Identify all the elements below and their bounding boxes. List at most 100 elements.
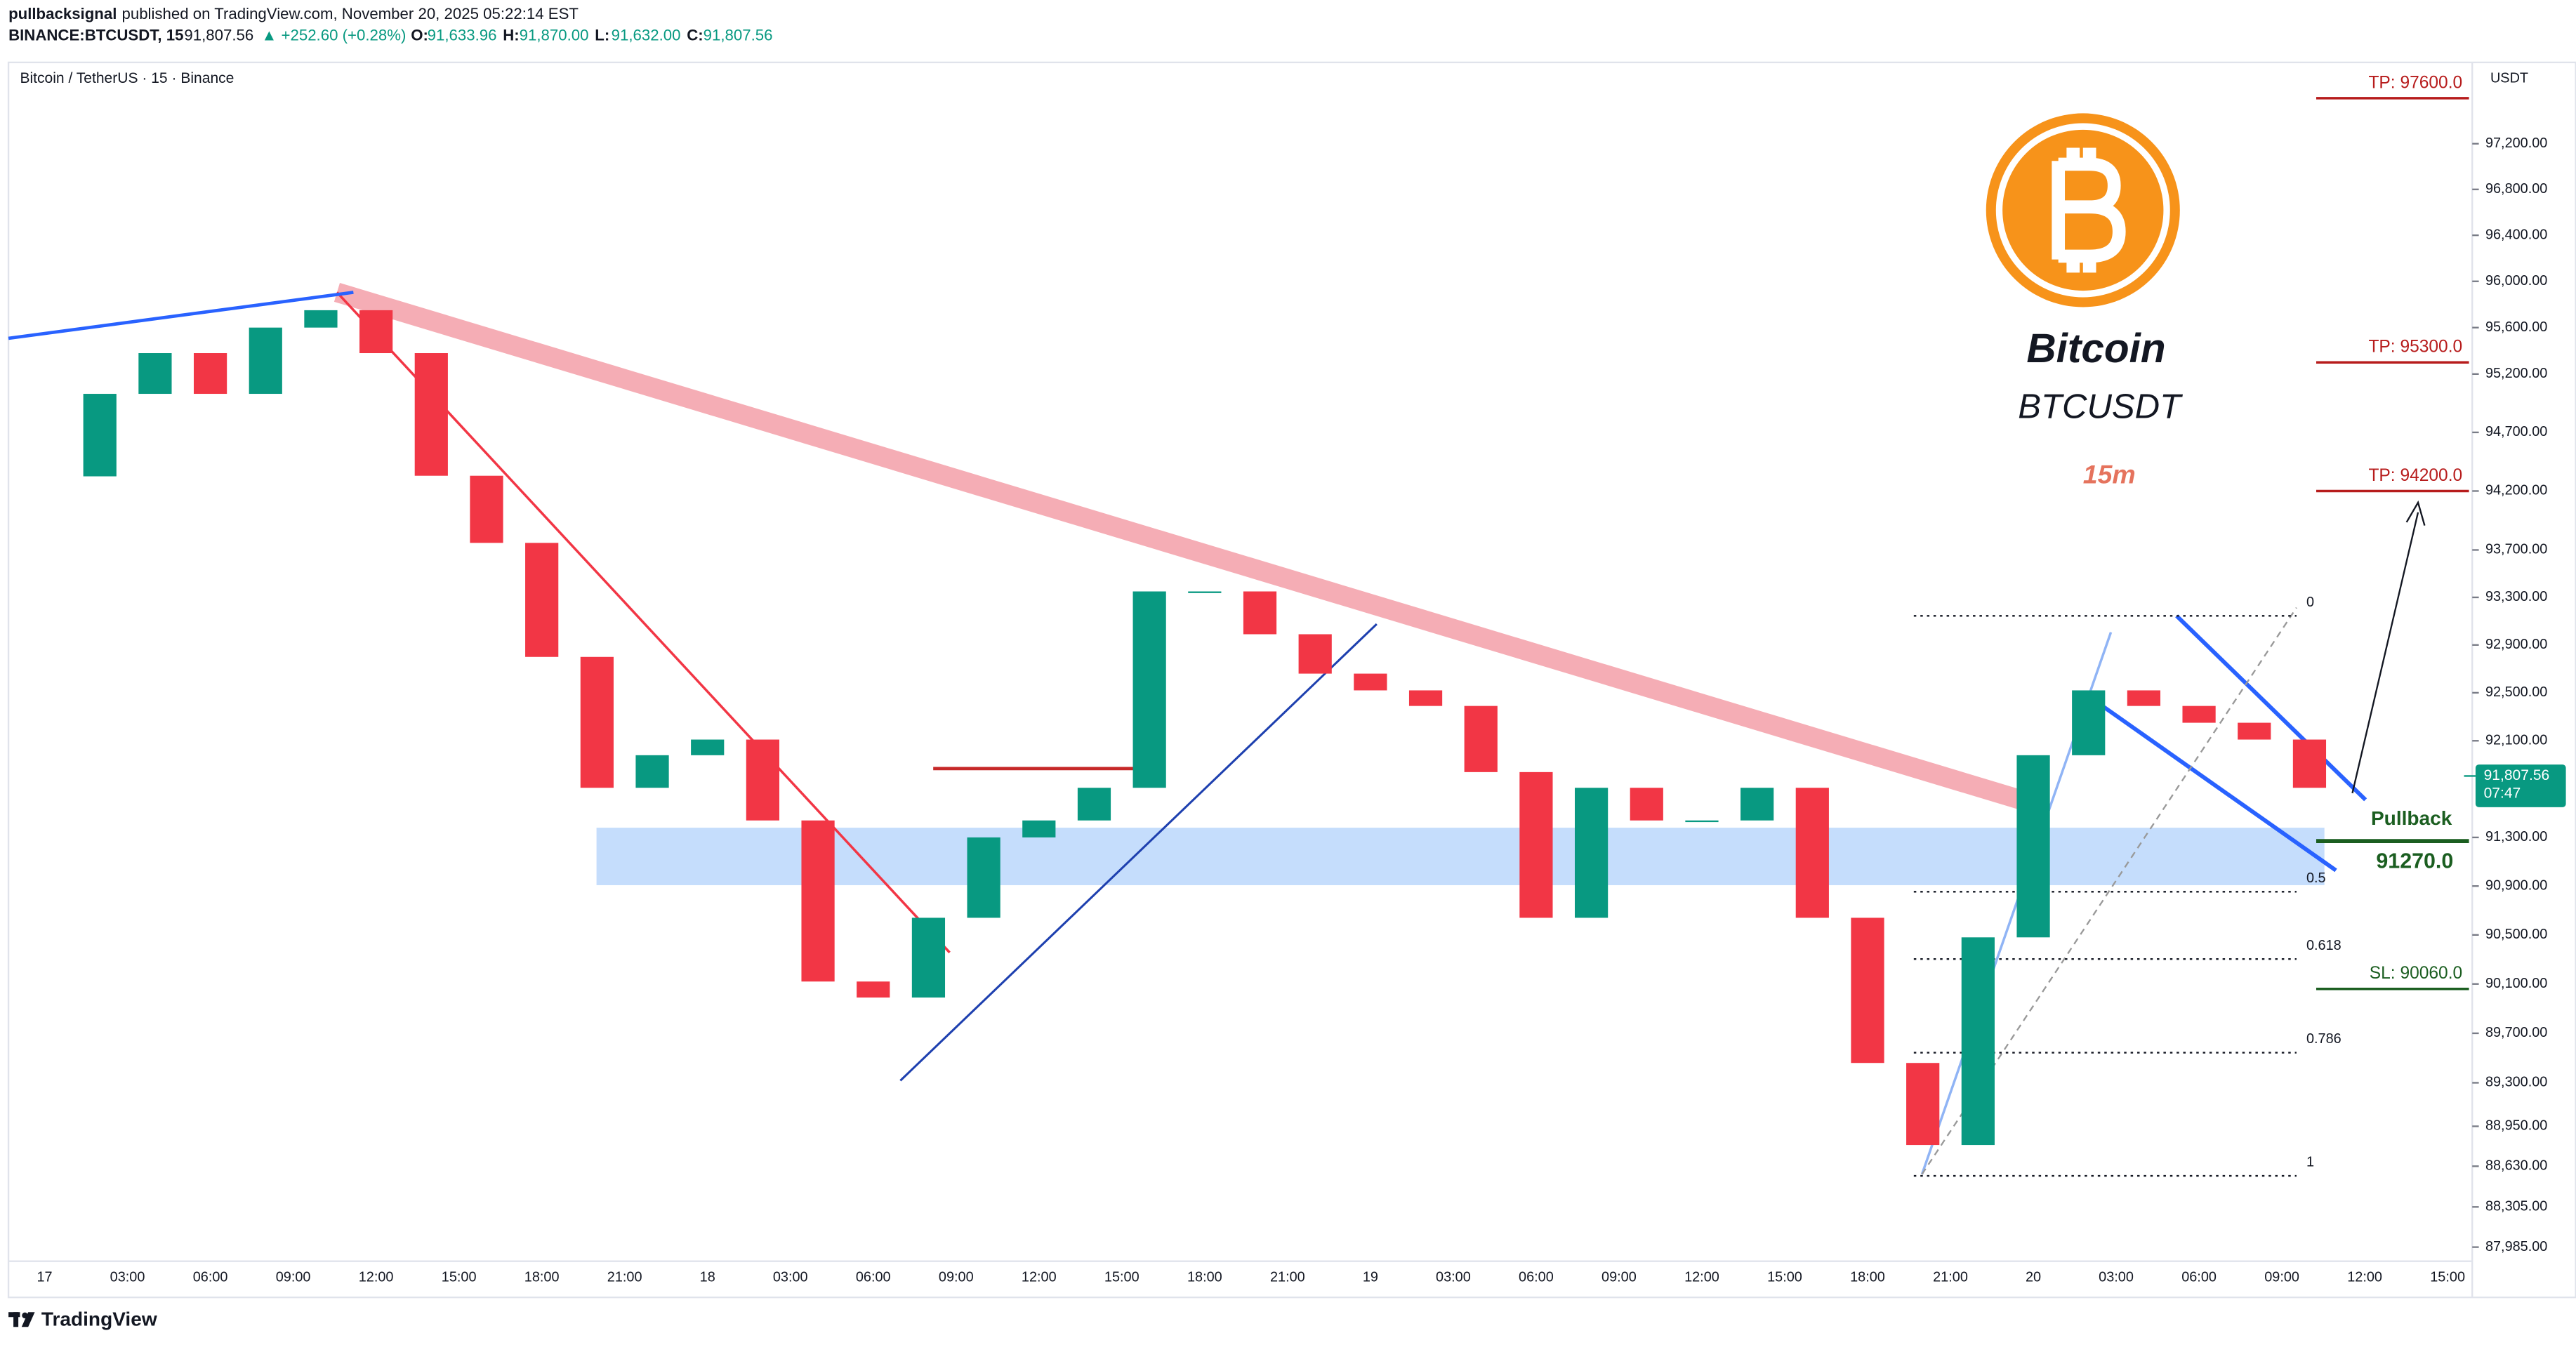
x-tick-label: 12:00 [359,1269,394,1285]
fib-levels: 0 0.5 0.618 0.786 1 [1913,595,2341,1177]
ohlc-value: 91,633.96 [428,26,497,44]
ohlc-value: 91,632.00 [612,26,681,44]
candle [1298,634,1332,674]
x-tick-label: 18 [700,1269,715,1285]
last: 91,807.56 [184,26,253,44]
x-tick-label: 06:00 [856,1269,891,1285]
candle [691,739,725,755]
candle [2127,690,2161,706]
x-tick-label: 09:00 [1601,1269,1637,1285]
y-tick-label: 90,100.00 [2485,976,2547,991]
y-tick-label: 96,000.00 [2485,273,2547,289]
fib-diagonal [1921,607,2297,1175]
published: published on TradingView.com, November 2… [121,5,579,22]
pullback-name: Pullback [2371,807,2452,829]
y-tick-label: 88,305.00 [2485,1199,2547,1214]
y-tick-label: 93,700.00 [2485,542,2547,557]
ohlc-value: 91,807.56 [704,26,773,44]
x-tick-label: 06:00 [2181,1269,2217,1285]
candles [83,310,2327,1146]
x-tick-label: 03:00 [773,1269,808,1285]
author: pullbacksignal [8,5,117,22]
last-price-tag [2475,764,2566,807]
candle [1574,788,1609,918]
currency: USDT [2490,71,2528,86]
x-tick-label: 12:00 [1022,1269,1057,1285]
level-label: TP: 97600.0 [2368,73,2462,92]
price-axis: 97,200.00 96,800.00 96,400.00 96,000.00 95,6… [2472,135,2547,1254]
time-axis: 17 03:00 06:00 09:00 12:00 15:00 18:00 21:00 18 0… [37,1269,2465,1285]
x-tick-label: 21:00 [1270,1269,1305,1285]
candle [580,656,614,788]
support-zone [596,828,2325,885]
last-price: 91,807.56 [2484,767,2550,783]
ohlc-key: L: [595,26,609,44]
y-tick-label: 92,500.00 [2485,684,2547,700]
y-tick-label: 94,200.00 [2485,483,2547,498]
candle [2016,755,2050,938]
x-tick-label: 03:00 [1436,1269,1471,1285]
candle [138,353,172,395]
x-tick-label: 18:00 [1187,1269,1222,1285]
candle [857,981,890,998]
x-tick-label: 21:00 [607,1269,642,1285]
brand: TradingView [41,1308,157,1330]
x-tick-label: 12:00 [2347,1269,2382,1285]
candle [746,739,779,821]
chart-title: Bitcoin / TetherUS · 15 · Binance [20,70,234,86]
arrow [2351,512,2419,794]
y-tick-label: 96,400.00 [2485,227,2547,242]
fib-label: 0.618 [2306,938,2341,953]
footer-logo [8,1312,35,1327]
candle [1408,690,1443,706]
candle [1243,591,1277,635]
x-tick-label: 12:00 [1684,1269,1719,1285]
candle [1077,788,1111,821]
ohlc-value: 91,870.00 [520,26,589,44]
y-tick-label: 90,500.00 [2485,927,2547,942]
candle [525,543,559,657]
y-tick-label: 97,200.00 [2485,135,2547,151]
candle [1188,591,1222,593]
x-tick-label: 15:00 [1767,1269,1802,1285]
candle [1685,820,1719,823]
fib-label: 0.5 [2306,870,2326,886]
candle [1741,788,1774,821]
candle [2072,690,2106,755]
levels: TP: 97600.0 TP: 95300.0 TP: 94200.0 SL: 900… [2316,73,2566,990]
asset-symbol: BTCUSDT [2018,387,2183,425]
x-tick-label: 09:00 [2264,1269,2299,1285]
x-tick-label: 18:00 [524,1269,560,1285]
y-tick-label: 95,200.00 [2485,366,2547,381]
level-label: TP: 95300.0 [2368,338,2462,357]
candle [2238,722,2271,740]
candle [1464,705,1498,772]
channel-line [2101,704,2337,873]
candle [1961,937,1995,1146]
candle [801,820,835,982]
x-tick-label: 21:00 [1933,1269,1968,1285]
y-tick-label: 92,100.00 [2485,733,2547,748]
change: ▲ +252.60 (+0.28%) [261,26,406,44]
y-tick-label: 89,300.00 [2485,1075,2547,1090]
x-tick-label: 03:00 [110,1269,145,1285]
candle [470,475,503,543]
candle [1906,1063,1940,1146]
y-tick-label: 94,700.00 [2485,424,2547,439]
y-tick-label: 93,300.00 [2485,589,2547,604]
y-tick-label: 87,985.00 [2485,1239,2547,1254]
y-tick-label: 92,900.00 [2485,637,2547,652]
y-tick-label: 88,630.00 [2485,1158,2547,1174]
y-tick-label: 90,900.00 [2485,877,2547,893]
ohlc-key: H: [503,26,519,44]
y-tick-label: 95,600.00 [2485,319,2547,335]
candle [2182,705,2216,723]
countdown: 07:47 [2484,786,2521,802]
x-tick-label: 03:00 [2099,1269,2134,1285]
fib-label: 0 [2306,595,2314,610]
trendline [8,291,354,340]
fib-label: 1 [2306,1155,2314,1170]
candle [1795,788,1829,918]
